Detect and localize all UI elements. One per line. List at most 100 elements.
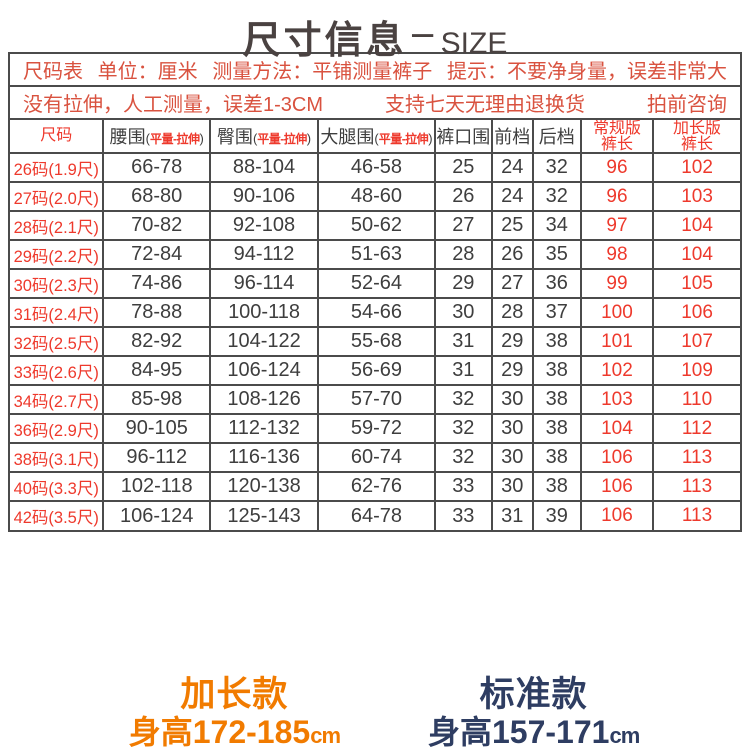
size-cell: 34码(2.7尺)	[10, 384, 105, 415]
value-cell: 28	[490, 297, 534, 328]
value-cell: 25	[490, 210, 534, 241]
standard-height-range: 身高157-171cm	[428, 714, 640, 750]
value-cell: 106-124	[209, 355, 320, 386]
banner-return-policy-note: 支持七天无理由退换货	[385, 94, 585, 116]
size-cell: 32码(2.5尺)	[10, 326, 105, 357]
table-row: 28码(2.1尺) 70-82 92-108 50-62 27 25 34 97 104	[10, 210, 740, 241]
value-cell: 92-108	[209, 210, 320, 241]
column-header: 臀围(平量-拉伸)	[209, 120, 320, 154]
value-cell: 33	[433, 500, 493, 530]
value-cell: 82-92	[102, 326, 212, 357]
size-cell: 30码(2.3尺)	[10, 268, 105, 299]
value-cell: 64-78	[317, 500, 436, 530]
banner-consult-note: 拍前咨询	[646, 94, 727, 116]
value-cell: 31	[433, 355, 493, 386]
banner-unit-label: 单位：厘米	[97, 61, 198, 83]
value-cell: 59-72	[317, 413, 436, 444]
value-cell: 30	[490, 413, 534, 444]
value-cell: 100-118	[209, 297, 320, 328]
value-cell: 30	[433, 297, 493, 328]
table-row: 29码(2.2尺) 72-84 94-112 51-63 28 26 35 98 104	[10, 239, 740, 270]
table-row: 33码(2.6尺) 84-95 106-124 56-69 31 29 38 102 109	[10, 355, 740, 386]
table-row: 26码(1.9尺) 66-78 88-104 46-58 25 24 32 96 102	[10, 152, 740, 183]
value-cell: 78-88	[102, 297, 212, 328]
value-cell: 48-60	[317, 181, 436, 212]
column-header: 尺码	[10, 120, 105, 154]
table-row: 32码(2.5尺) 82-92 104-122 55-68 31 29 38 101 107	[10, 326, 740, 357]
value-cell: 55-68	[317, 326, 436, 357]
value-cell: 125-143	[209, 500, 320, 530]
size-cell: 38码(3.1尺)	[10, 442, 105, 473]
value-cell: 104	[652, 210, 740, 241]
size-cell: 31码(2.4尺)	[10, 297, 105, 328]
title-dash: －	[408, 21, 437, 52]
value-cell: 27	[433, 210, 493, 241]
title-english: SIZE	[440, 27, 508, 60]
value-cell: 38	[531, 326, 582, 357]
value-cell: 24	[490, 152, 534, 183]
table-row: 38码(3.1尺) 96-112 116-136 60-74 32 30 38 106 113	[10, 442, 740, 473]
banner-measure-method-label: 测量方法：平铺测量裤子	[212, 61, 433, 83]
value-cell: 32	[531, 152, 582, 183]
value-cell: 26	[433, 181, 493, 212]
value-cell: 116-136	[209, 442, 320, 473]
column-header: 大腿围(平量-拉伸)	[317, 120, 436, 154]
value-cell: 39	[531, 500, 582, 530]
value-cell: 56-69	[317, 355, 436, 386]
table-row: 34码(2.7尺) 85-98 108-126 57-70 32 30 38 103 110	[10, 384, 740, 415]
value-cell: 106	[579, 471, 655, 502]
value-cell: 30	[490, 442, 534, 473]
value-cell: 66-78	[102, 152, 212, 183]
value-cell: 38	[531, 355, 582, 386]
footer: 加长款 身高172-185cm 标准款 身高157-171cm	[0, 676, 750, 750]
column-header: 裤口围	[433, 120, 493, 154]
value-cell: 112-132	[209, 413, 320, 444]
value-cell: 107	[652, 326, 740, 357]
value-cell: 51-63	[317, 239, 436, 270]
table-row: 27码(2.0尺) 68-80 90-106 48-60 26 24 32 96 103	[10, 181, 740, 212]
table-row: 40码(3.3尺) 102-118 120-138 62-76 33 30 38 106 113	[10, 471, 740, 502]
value-cell: 29	[433, 268, 493, 299]
value-cell: 30	[490, 471, 534, 502]
banner-size-table-label: 尺码表	[23, 61, 83, 83]
table-header: 尺码 腰围(平量-拉伸) 臀围(平量-拉伸) 大腿围(平量-拉伸) 裤口围 前档 后档 常规版…	[10, 120, 740, 154]
value-cell: 72-84	[102, 239, 212, 270]
value-cell: 30	[490, 384, 534, 415]
standard-version-info: 标准款 身高157-171cm	[428, 676, 640, 750]
value-cell: 68-80	[102, 181, 212, 212]
value-cell: 33	[433, 471, 493, 502]
value-cell: 96	[579, 152, 655, 183]
size-cell: 33码(2.6尺)	[10, 355, 105, 386]
value-cell: 102-118	[102, 471, 212, 502]
value-cell: 94-112	[209, 239, 320, 270]
value-cell: 113	[652, 500, 740, 530]
extended-height-text: 身高172-185	[128, 714, 311, 750]
value-cell: 32	[531, 181, 582, 212]
value-cell: 34	[531, 210, 582, 241]
column-header: 加长版 裤长	[652, 120, 740, 154]
value-cell: 62-76	[317, 471, 436, 502]
value-cell: 96	[579, 181, 655, 212]
value-cell: 99	[579, 268, 655, 299]
value-cell: 97	[579, 210, 655, 241]
value-cell: 84-95	[102, 355, 212, 386]
table-row: 30码(2.3尺) 74-86 96-114 52-64 29 27 36 99 105	[10, 268, 740, 299]
standard-height-text: 身高157-171	[428, 714, 610, 750]
value-cell: 113	[652, 471, 740, 502]
value-cell: 60-74	[317, 442, 436, 473]
value-cell: 46-58	[317, 152, 436, 183]
size-cell: 27码(2.0尺)	[10, 181, 105, 212]
size-cell: 29码(2.2尺)	[10, 239, 105, 270]
column-header: 前档	[490, 120, 534, 154]
value-cell: 29	[490, 355, 534, 386]
value-cell: 96-114	[209, 268, 320, 299]
size-cell: 36码(2.9尺)	[10, 413, 105, 444]
value-cell: 102	[579, 355, 655, 386]
value-cell: 90-105	[102, 413, 212, 444]
value-cell: 50-62	[317, 210, 436, 241]
value-cell: 38	[531, 413, 582, 444]
value-cell: 27	[490, 268, 534, 299]
banner-row-2: 没有拉伸，人工测量，误差1-3CM 支持七天无理由退换货 拍前咨询	[10, 87, 740, 120]
value-cell: 90-106	[209, 181, 320, 212]
